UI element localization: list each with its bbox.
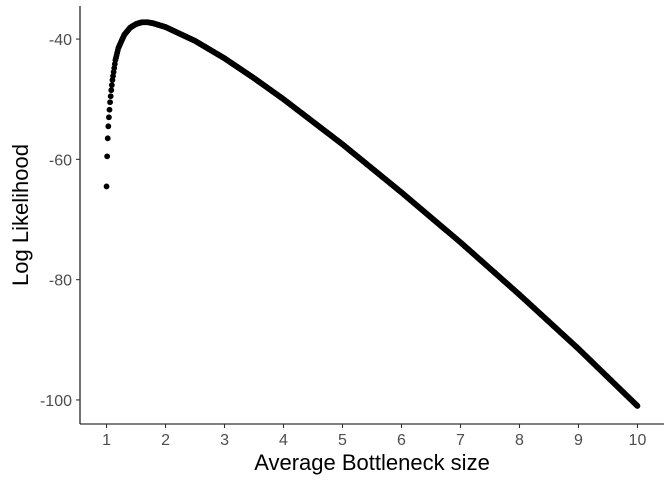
x-axis-ticks: 1 2 3 4 5 6 7 8 9 10 <box>102 424 646 449</box>
data-point <box>106 114 112 121</box>
x-tick-label: 10 <box>629 432 647 449</box>
scatter-points <box>103 19 641 409</box>
data-point <box>107 99 113 106</box>
data-point <box>634 403 641 409</box>
x-tick-label: 1 <box>102 432 111 449</box>
data-point <box>106 106 113 113</box>
y-tick-label: -100 <box>40 393 72 410</box>
x-tick-label: 3 <box>220 432 229 449</box>
y-tick-label: -60 <box>49 152 72 169</box>
y-tick-label: -80 <box>49 273 72 290</box>
data-point <box>108 82 115 88</box>
x-tick-label: 9 <box>574 432 583 449</box>
y-tick-label: -40 <box>49 32 72 49</box>
x-tick-label: 4 <box>279 432 288 449</box>
x-axis-title: Average Bottleneck size <box>254 450 490 475</box>
x-tick-label: 5 <box>338 432 347 449</box>
data-point <box>107 93 114 100</box>
x-tick-label: 6 <box>397 432 406 449</box>
x-tick-label: 8 <box>515 432 524 449</box>
y-axis-ticks: -40 -60 -80 -100 <box>40 32 80 410</box>
x-tick-label: 7 <box>456 432 465 449</box>
y-axis-title: Log Likelihood <box>8 144 33 286</box>
data-point <box>108 87 115 94</box>
data-point <box>103 183 110 190</box>
data-point <box>105 123 112 130</box>
data-point <box>104 153 111 160</box>
data-point <box>104 135 111 142</box>
x-tick-label: 2 <box>161 432 170 449</box>
